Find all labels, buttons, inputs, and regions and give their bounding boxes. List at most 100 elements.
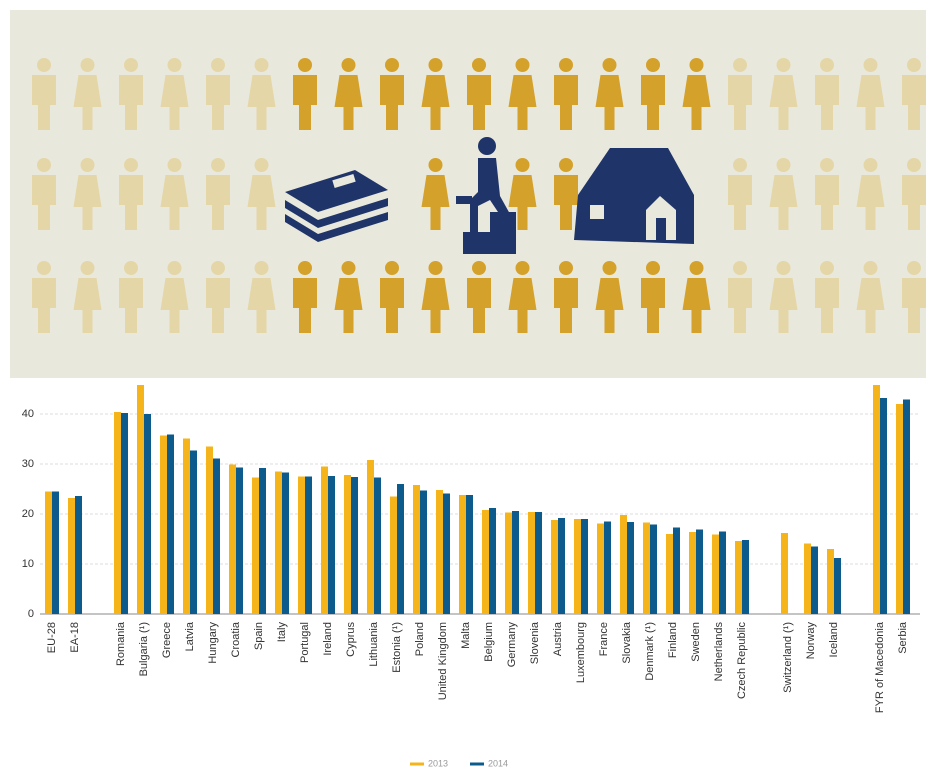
- bar: [903, 399, 910, 614]
- person-body: [595, 278, 624, 333]
- bar: [620, 515, 627, 614]
- x-tick-label: Slovenia: [529, 621, 541, 664]
- person-head: [602, 58, 617, 72]
- bar: [689, 532, 696, 614]
- person-head: [689, 261, 704, 275]
- person-head: [472, 58, 486, 72]
- person-head: [167, 261, 182, 275]
- person-body: [421, 278, 450, 333]
- person-body: [815, 175, 839, 230]
- bar: [558, 518, 565, 614]
- person-head: [776, 158, 791, 172]
- person-head: [733, 58, 747, 72]
- bar: [137, 385, 144, 614]
- person-body: [32, 175, 56, 230]
- person-head: [80, 261, 95, 275]
- bar: [229, 464, 236, 614]
- bar: [351, 477, 358, 614]
- bar: [643, 522, 650, 614]
- person-head: [689, 58, 704, 72]
- y-tick-label: 40: [22, 408, 34, 420]
- person-body: [32, 278, 56, 333]
- x-tick-label: Czech Republic: [736, 622, 748, 700]
- person-head: [820, 58, 834, 72]
- x-tick-label: Spain: [253, 622, 265, 650]
- bar: [627, 522, 634, 614]
- person-body: [119, 75, 143, 130]
- person-body: [160, 278, 189, 333]
- y-tick-label: 20: [22, 508, 34, 520]
- person-head: [385, 261, 399, 275]
- person-head: [80, 158, 95, 172]
- legend-label: 2013: [428, 758, 448, 768]
- x-tick-label: Austria: [552, 621, 564, 656]
- x-tick-label: Luxembourg: [575, 622, 587, 683]
- bar: [206, 446, 213, 614]
- person-body: [856, 175, 885, 230]
- bar: [183, 438, 190, 614]
- house-icon: [574, 148, 694, 244]
- person-head: [515, 58, 530, 72]
- person-head: [515, 261, 530, 275]
- bar: [742, 540, 749, 614]
- bar: [466, 495, 473, 614]
- legend-label: 2014: [488, 758, 508, 768]
- bar: [482, 510, 489, 614]
- bar: [696, 529, 703, 614]
- bar: [597, 523, 604, 614]
- person-body: [554, 278, 578, 333]
- bar: [167, 434, 174, 614]
- x-tick-label: Italy: [276, 622, 288, 643]
- person-head: [820, 158, 834, 172]
- person-body: [380, 75, 404, 130]
- person-body: [206, 175, 230, 230]
- climber-icon: [456, 137, 516, 254]
- bar: [367, 460, 374, 614]
- person-head: [776, 58, 791, 72]
- person-head: [863, 158, 878, 172]
- y-tick-label: 0: [28, 608, 34, 620]
- person-body: [508, 175, 537, 230]
- x-tick-label: Portugal: [299, 622, 311, 663]
- person-body: [467, 278, 491, 333]
- bar: [236, 467, 243, 614]
- bar: [781, 533, 788, 614]
- bar: [581, 519, 588, 614]
- bar: [528, 512, 535, 614]
- person-head: [602, 261, 617, 275]
- bar: [160, 435, 167, 614]
- bar: [443, 493, 450, 614]
- bar: [298, 476, 305, 614]
- x-tick-label: Germany: [506, 622, 518, 668]
- bar: [52, 491, 59, 614]
- y-tick-label: 30: [22, 458, 34, 470]
- x-tick-label: Romania: [115, 621, 127, 666]
- person-body: [856, 278, 885, 333]
- person-head: [559, 58, 573, 72]
- person-body: [334, 278, 363, 333]
- person-body: [682, 278, 711, 333]
- bar: [489, 508, 496, 614]
- bar: [574, 519, 581, 614]
- bar: [397, 484, 404, 614]
- person-head: [254, 158, 269, 172]
- bar: [190, 450, 197, 614]
- person-body: [160, 175, 189, 230]
- person-body: [160, 75, 189, 130]
- person-body: [32, 75, 56, 130]
- person-head: [559, 261, 573, 275]
- x-tick-label: Lithuania: [368, 621, 380, 667]
- person-body: [769, 278, 798, 333]
- x-tick-label: Latvia: [184, 621, 196, 651]
- person-head: [733, 158, 747, 172]
- person-body: [902, 75, 926, 130]
- bars: [45, 385, 910, 614]
- bar: [374, 477, 381, 614]
- person-head: [820, 261, 834, 275]
- x-tick-label: Ireland: [322, 622, 334, 656]
- person-body: [728, 278, 752, 333]
- bar: [305, 476, 312, 614]
- x-tick-label: Sweden: [690, 622, 702, 662]
- person-head: [385, 58, 399, 72]
- bar: [735, 541, 742, 614]
